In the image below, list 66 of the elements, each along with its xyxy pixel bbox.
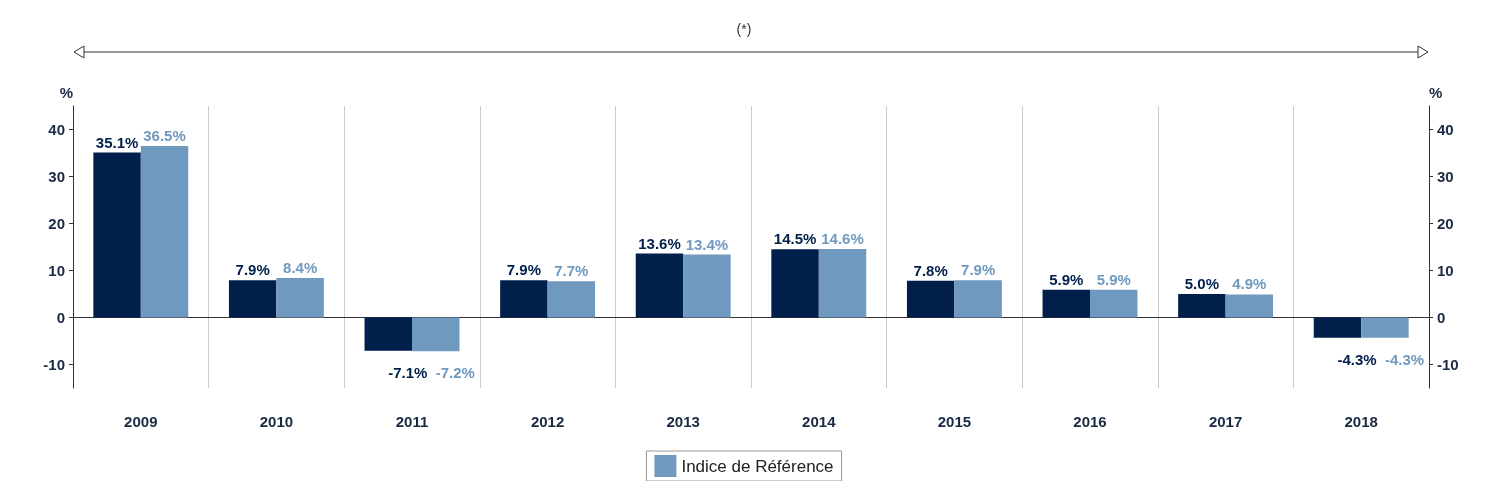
bar — [1225, 294, 1274, 318]
x-tick-label: 2015 — [937, 413, 972, 430]
bar — [228, 280, 277, 318]
x-tick-label: 2016 — [1073, 413, 1107, 430]
y-tick-label: 40 — [48, 121, 65, 138]
y2-tick-label: 0 — [1437, 309, 1446, 326]
bar — [771, 249, 819, 318]
data-label: 5.9% — [1049, 270, 1084, 288]
y-axis-title: % — [59, 84, 73, 101]
data-label: 5.0% — [1184, 275, 1219, 292]
bar — [500, 280, 548, 318]
bar — [954, 280, 1002, 318]
bar — [1090, 289, 1138, 318]
data-label: 5.9% — [1096, 270, 1131, 288]
bar — [635, 253, 684, 318]
y-tick-label: -10 — [43, 356, 65, 373]
data-label: 14.5% — [773, 230, 817, 248]
y2-tick-label: 30 — [1437, 168, 1454, 185]
data-label: 36.5% — [143, 126, 186, 144]
bar — [1361, 317, 1409, 338]
data-label: -7.2% — [435, 364, 475, 382]
data-label: 14.6% — [821, 229, 864, 247]
y-tick-label: 10 — [48, 262, 65, 279]
bar — [547, 281, 596, 318]
bar — [140, 145, 189, 318]
bar — [683, 254, 731, 318]
data-label: 13.4% — [685, 235, 729, 253]
x-tick-label: 2014 — [802, 413, 837, 430]
data-label: -4.3% — [1337, 350, 1377, 368]
y-tick-label: 20 — [48, 215, 65, 232]
y2-tick-label: 40 — [1437, 121, 1454, 138]
y2-tick-label: 20 — [1437, 215, 1454, 232]
x-tick-label: 2012 — [530, 413, 565, 430]
data-label: 35.1% — [95, 133, 139, 151]
data-label: 7.8% — [913, 261, 948, 279]
bar — [364, 317, 412, 351]
x-tick-label: 2011 — [395, 413, 429, 430]
text: (*) — [736, 21, 752, 37]
bar — [1313, 317, 1362, 338]
bar — [276, 278, 324, 318]
data-label: 4.9% — [1232, 275, 1267, 293]
data-label: -4.3% — [1384, 350, 1425, 368]
data-label: 7.9% — [506, 261, 541, 279]
x-tick-label: 2009 — [124, 413, 158, 430]
x-tick-label: 2017 — [1208, 413, 1243, 430]
bar — [818, 248, 867, 318]
data-label: 7.9% — [235, 261, 270, 279]
data-label: 7.7% — [554, 262, 589, 280]
bar — [1178, 294, 1226, 318]
data-label: 13.6% — [638, 234, 681, 252]
x-tick-label: 2018 — [1344, 413, 1378, 430]
y-tick-label: 0 — [56, 309, 65, 326]
data-label: -7.1% — [388, 363, 428, 381]
bar — [1042, 289, 1090, 318]
y2-axis-title: % — [1429, 84, 1443, 101]
y2-tick-label: 10 — [1437, 262, 1454, 279]
bar — [412, 317, 460, 352]
y2-tick-label: -10 — [1437, 356, 1459, 373]
legend-label: Indice de Référence — [681, 456, 834, 476]
bar — [93, 152, 141, 318]
data-label: 7.9% — [961, 261, 996, 279]
data-label: 8.4% — [283, 259, 318, 277]
x-tick-label: 2010 — [259, 413, 294, 430]
y-tick-label: 30 — [48, 168, 65, 185]
x-tick-label: 2013 — [666, 413, 700, 430]
bar — [906, 280, 955, 318]
